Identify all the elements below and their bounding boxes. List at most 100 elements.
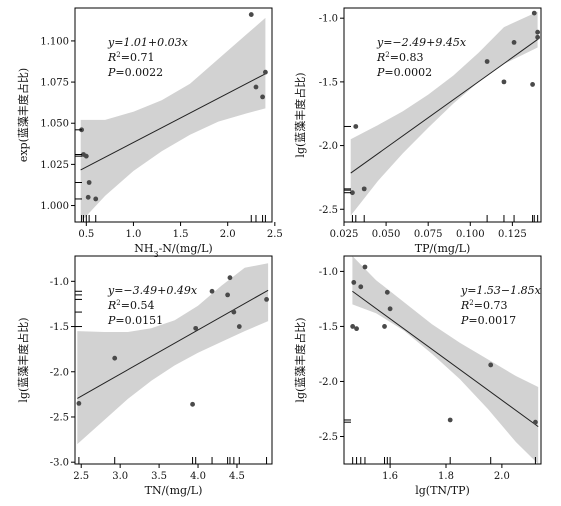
confidence-band [77, 263, 269, 445]
data-point [227, 275, 233, 281]
x-tick-label: 0.050 [372, 229, 401, 240]
r-squared-label: R2=0.54 [107, 299, 154, 312]
plot-area [350, 256, 539, 464]
regression-line [77, 289, 269, 399]
y-tick-label: 1.000 [40, 201, 69, 212]
data-point [263, 69, 268, 75]
y-tick-label: -2.0 [50, 367, 69, 378]
regression-line [350, 39, 538, 174]
regression-equation: y=1.01+0.03x [107, 36, 189, 49]
x-tick-label: 0.025 [330, 229, 359, 240]
data-point [530, 82, 535, 87]
data-point [350, 190, 355, 196]
data-point [382, 324, 387, 329]
y-tick-label: -2.5 [319, 432, 338, 443]
data-point [533, 419, 538, 425]
plot-frame [74, 255, 273, 465]
x-tick-label: 0.125 [498, 229, 527, 240]
data-point [236, 324, 242, 329]
x-tick-label: 3.5 [151, 471, 167, 482]
confidence-band [350, 11, 538, 216]
x-tick-label: 0.100 [456, 229, 485, 240]
x-tick-label: 3.0 [112, 471, 128, 482]
y-tick-label: -1.0 [319, 267, 338, 278]
confidence-band [352, 256, 539, 464]
data-point [260, 94, 265, 100]
x-tick-label: 2.5 [73, 471, 89, 482]
r-squared-label: R2=0.73 [460, 299, 507, 312]
x-tick-label: 2.0 [220, 229, 236, 240]
data-point [83, 153, 89, 159]
data-point [225, 292, 231, 298]
y-axis-label: lg(蓝藻丰度占比) [293, 317, 307, 402]
data-point [93, 196, 99, 202]
data-point [248, 12, 254, 17]
p-value-label: P=0.0017 [460, 314, 516, 327]
data-point [387, 306, 393, 312]
panel-4: 1.6 1.8 2.0 -2.5 -2.0 -1.5 -1.0 lg(TN/TP) lg(蓝藻丰… [293, 255, 542, 497]
x-tick-label: 4.5 [229, 471, 245, 482]
regression-equation: y=1.53−1.85x [460, 284, 542, 297]
p-value-label: P=0.0151 [107, 314, 163, 327]
y-tick-label: -1.5 [319, 77, 338, 88]
data-point [85, 194, 91, 200]
regression-line [80, 73, 266, 171]
data-point [112, 355, 118, 361]
y-axis-label: exp(蓝藻丰度占比) [16, 68, 30, 162]
confidence-band [80, 17, 266, 222]
x-tick-label: 4.0 [190, 471, 206, 482]
x-tick-label: 1.8 [438, 471, 454, 482]
y-tick-label: -1.5 [319, 322, 338, 333]
data-point [76, 401, 82, 406]
regression-equation: y=−3.49+0.49x [107, 284, 198, 297]
data-point [362, 264, 368, 270]
y-tick-label: -2.0 [319, 141, 338, 152]
x-tick-label: 1.6 [382, 471, 398, 482]
data-point [350, 324, 356, 329]
y-axis-label: lg(蓝藻丰度占比) [293, 72, 307, 157]
data-point [484, 59, 490, 64]
y-axis-label: lg(蓝藻丰度占比) [16, 317, 30, 402]
x-tick-label: 0.075 [414, 229, 443, 240]
y-tick-label: 1.050 [40, 119, 69, 130]
p-value-label: P=0.0022 [107, 66, 163, 79]
x-axis-label: lg(TN/TP) [415, 484, 470, 497]
x-tick-label: 0.5 [78, 229, 94, 240]
data-point [361, 186, 367, 192]
panel-1: 0.5 1.0 1.5 2.0 2.5 1.000 1.025 1.050 1.075 1.100… [16, 7, 283, 259]
plot-frame [343, 255, 542, 465]
data-point [447, 417, 453, 423]
regression-equation: y=−2.49+9.45x [376, 36, 467, 49]
data-point [511, 39, 517, 45]
plot-frame [343, 7, 542, 223]
data-point [264, 297, 269, 302]
data-point [535, 29, 541, 35]
x-axis-label: NH3-N/(mg/L) [134, 242, 212, 259]
data-point [86, 180, 92, 185]
y-tick-label: 1.025 [40, 160, 69, 171]
y-tick-label: 1.075 [40, 78, 69, 89]
data-point [190, 401, 195, 407]
data-point [488, 362, 494, 368]
p-value-label: P=0.0002 [376, 66, 432, 79]
plot-area [79, 12, 268, 222]
data-point [354, 326, 359, 332]
plot-area [76, 263, 269, 445]
plot-area [350, 10, 541, 216]
data-point [193, 325, 199, 331]
x-axis-label: TN/(mg/L) [145, 484, 203, 497]
plot-frame [74, 7, 273, 223]
y-tick-label: -1.0 [319, 14, 338, 25]
x-tick-label: 2.0 [494, 471, 510, 482]
data-point [351, 280, 357, 285]
r-squared-label: R2=0.83 [376, 51, 423, 64]
x-tick-label: 1.5 [173, 229, 189, 240]
data-point [209, 288, 215, 294]
y-tick-label: -3.0 [50, 458, 69, 469]
y-tick-label: 1.100 [40, 36, 69, 47]
panel-3: 2.5 3.0 3.5 4.0 4.5 -3.0 -2.5 -2.0 -1.5 -1.0 TN/(m… [16, 255, 273, 497]
x-axis-label: TP/(mg/L) [415, 242, 471, 255]
y-tick-label: -2.5 [50, 412, 69, 423]
regression-line [352, 290, 539, 428]
